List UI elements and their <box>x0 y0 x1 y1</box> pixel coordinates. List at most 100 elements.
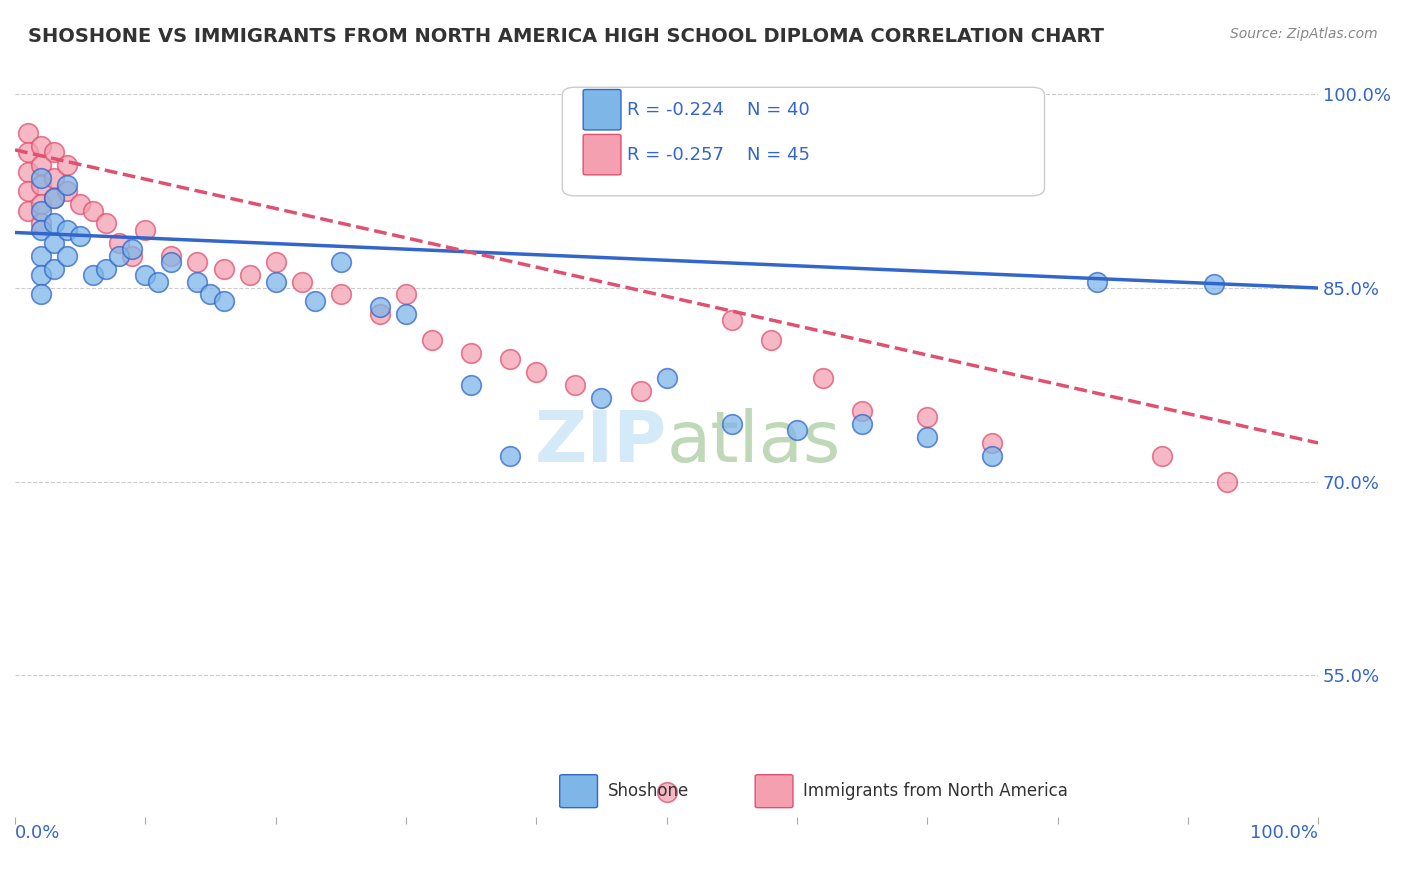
Point <box>42 261 65 276</box>
Text: R = -0.224    N = 40: R = -0.224 N = 40 <box>627 101 810 119</box>
Point <box>56 184 79 198</box>
Point <box>264 275 287 289</box>
Point <box>720 417 742 431</box>
Point <box>368 307 391 321</box>
Point <box>148 275 170 289</box>
Point <box>17 184 39 198</box>
Point <box>17 203 39 218</box>
Point <box>42 191 65 205</box>
Point <box>851 403 873 417</box>
Point <box>17 126 39 140</box>
Point <box>460 377 482 392</box>
Point <box>811 371 834 385</box>
Text: Immigrants from North America: Immigrants from North America <box>803 782 1069 800</box>
Text: 0.0%: 0.0% <box>15 824 60 842</box>
Point <box>17 165 39 179</box>
Point <box>630 384 652 399</box>
Point <box>368 301 391 315</box>
Point <box>915 410 938 425</box>
Point <box>108 249 131 263</box>
Point <box>915 429 938 443</box>
Point <box>499 449 522 463</box>
Point <box>395 307 418 321</box>
Point <box>720 313 742 327</box>
Point <box>134 223 156 237</box>
Point <box>981 436 1004 450</box>
Text: Source: ZipAtlas.com: Source: ZipAtlas.com <box>1230 27 1378 41</box>
Point <box>212 293 235 308</box>
Point <box>499 352 522 367</box>
Point <box>395 287 418 301</box>
Point <box>759 333 782 347</box>
Point <box>264 255 287 269</box>
Point <box>420 333 443 347</box>
Text: ZIP: ZIP <box>534 409 666 477</box>
Point <box>786 423 808 437</box>
Text: Shoshone: Shoshone <box>607 782 689 800</box>
Point <box>42 217 65 231</box>
Point <box>30 223 52 237</box>
Point <box>30 249 52 263</box>
Point <box>524 365 547 379</box>
Point <box>1085 275 1108 289</box>
Point <box>30 217 52 231</box>
Point <box>186 255 208 269</box>
Point <box>96 217 118 231</box>
Point <box>851 417 873 431</box>
Point <box>121 249 143 263</box>
Point <box>42 145 65 160</box>
Text: SHOSHONE VS IMMIGRANTS FROM NORTH AMERICA HIGH SCHOOL DIPLOMA CORRELATION CHART: SHOSHONE VS IMMIGRANTS FROM NORTH AMERIC… <box>28 27 1104 45</box>
Point <box>82 203 104 218</box>
Point <box>30 178 52 192</box>
Point <box>591 391 613 405</box>
Point <box>655 784 678 798</box>
Point <box>69 197 91 211</box>
Point <box>42 171 65 186</box>
Point <box>30 139 52 153</box>
Point <box>655 371 678 385</box>
Point <box>56 223 79 237</box>
Point <box>134 268 156 282</box>
FancyBboxPatch shape <box>755 775 793 807</box>
Point <box>160 255 183 269</box>
Point <box>108 235 131 250</box>
Point <box>981 449 1004 463</box>
Point <box>460 345 482 359</box>
Point <box>329 287 352 301</box>
Point <box>239 268 262 282</box>
Point <box>42 191 65 205</box>
Point <box>56 158 79 172</box>
Point <box>56 178 79 192</box>
Point <box>212 261 235 276</box>
Point <box>1202 277 1225 292</box>
Point <box>17 145 39 160</box>
FancyBboxPatch shape <box>560 775 598 807</box>
Point <box>82 268 104 282</box>
Point <box>186 275 208 289</box>
FancyBboxPatch shape <box>583 89 621 130</box>
Point <box>30 287 52 301</box>
Point <box>1150 449 1173 463</box>
Point <box>329 255 352 269</box>
Point <box>69 229 91 244</box>
Point <box>30 197 52 211</box>
Point <box>30 171 52 186</box>
Point <box>42 235 65 250</box>
Point <box>30 158 52 172</box>
Point <box>96 261 118 276</box>
Point <box>56 249 79 263</box>
Point <box>200 287 222 301</box>
FancyBboxPatch shape <box>583 135 621 175</box>
Point <box>304 293 326 308</box>
Point <box>291 275 314 289</box>
Point <box>564 377 586 392</box>
Point <box>160 249 183 263</box>
Point <box>1216 475 1239 489</box>
Point <box>30 203 52 218</box>
Text: 100.0%: 100.0% <box>1250 824 1319 842</box>
FancyBboxPatch shape <box>562 87 1045 196</box>
Point <box>30 268 52 282</box>
Point <box>121 242 143 256</box>
Text: atlas: atlas <box>666 409 841 477</box>
Text: R = -0.257    N = 45: R = -0.257 N = 45 <box>627 145 810 163</box>
